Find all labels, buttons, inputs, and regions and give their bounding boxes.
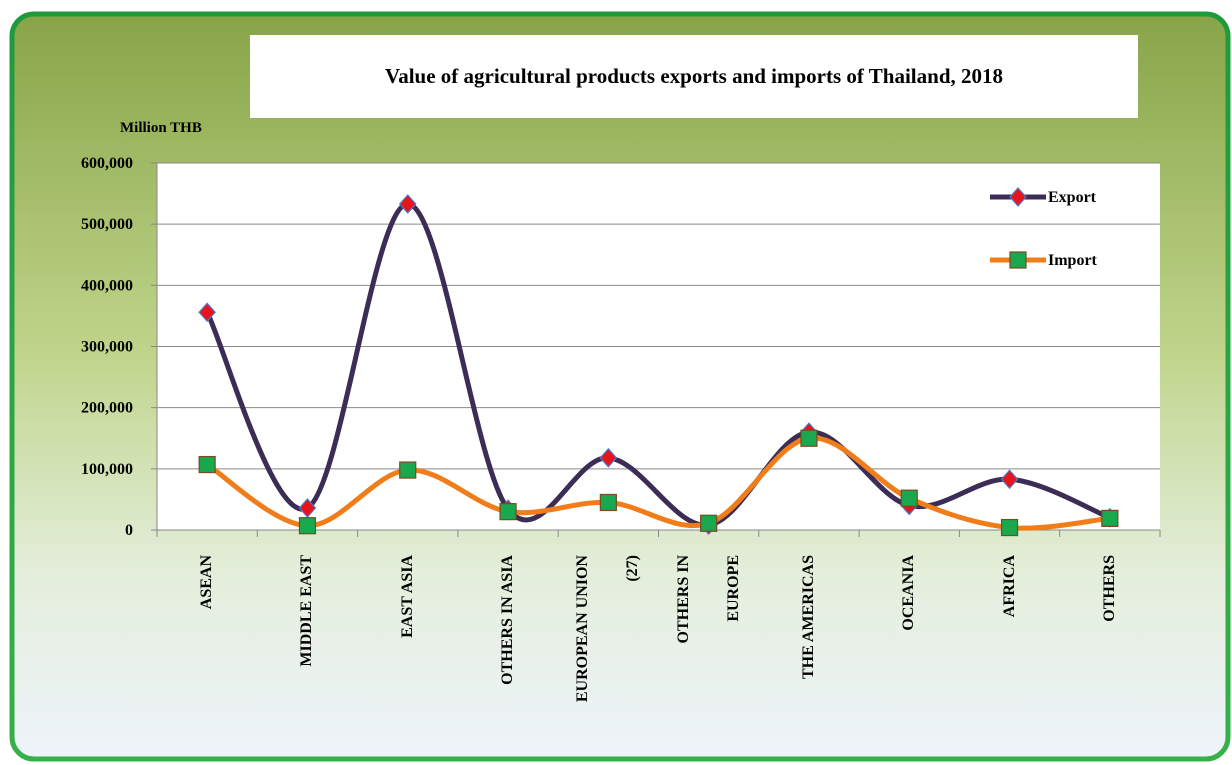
- chart-title: Value of agricultural products exports a…: [385, 64, 1003, 88]
- data-point: [198, 302, 216, 323]
- y-tick-label: 400,000: [81, 277, 133, 294]
- y-tick-label: 100,000: [81, 461, 133, 478]
- y-axis-label: Million THB: [120, 120, 202, 136]
- y-tick-label: 200,000: [81, 400, 133, 417]
- data-point: [700, 514, 718, 532]
- legend-marker: [1009, 251, 1027, 269]
- legend-label: Export: [1048, 189, 1097, 206]
- data-point: [298, 517, 317, 535]
- x-tick-label: OTHERS IN ASIA: [499, 555, 517, 685]
- data-point: [1101, 509, 1119, 527]
- data-point: [198, 455, 216, 474]
- legend-label: Import: [1048, 252, 1098, 269]
- legend-marker: [1009, 187, 1027, 207]
- x-tick-label: ASEAN: [198, 555, 216, 610]
- data-point: [1000, 518, 1019, 537]
- x-tick-label: THE AMERICAS: [799, 555, 817, 680]
- x-tick-label: MIDDLE EAST: [298, 555, 316, 667]
- data-point: [398, 194, 417, 214]
- data-point: [800, 429, 818, 447]
- data-point: [499, 503, 517, 521]
- y-tick-label: 300,000: [81, 339, 133, 356]
- data-point: [599, 447, 618, 468]
- y-tick-label: 600,000: [81, 155, 133, 172]
- x-tick-label: AFRICA: [1000, 555, 1018, 618]
- x-tick-label: OTHERS IN EUROPE: [674, 555, 742, 644]
- x-tick-label: EAST ASIA: [398, 555, 416, 638]
- x-tick-label: EUROPEAN UNION (27): [574, 555, 642, 703]
- title-box: [250, 35, 1138, 118]
- data-point: [900, 489, 918, 507]
- y-tick-label: 500,000: [81, 216, 133, 233]
- data-point: [298, 498, 317, 518]
- y-tick-label: 0: [125, 522, 133, 539]
- x-tick-label: OCEANIA: [900, 555, 918, 631]
- data-point: [1000, 469, 1019, 490]
- series-line: [205, 435, 1111, 531]
- data-point: [599, 493, 617, 512]
- x-tick-label: OTHERS: [1100, 555, 1118, 622]
- data-point: [399, 461, 417, 479]
